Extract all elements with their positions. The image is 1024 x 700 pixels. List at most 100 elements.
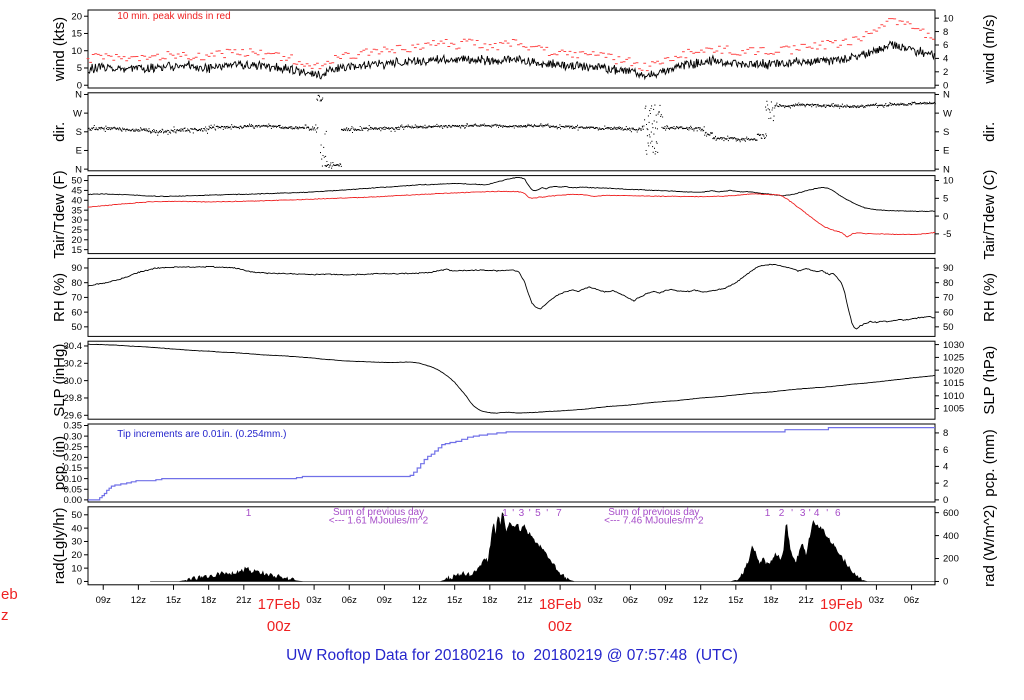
svg-text:30.0: 30.0 — [64, 376, 83, 387]
svg-text:<--- 1.61 MJoules/m^2: <--- 1.61 MJoules/m^2 — [329, 515, 429, 526]
svg-text:40: 40 — [71, 523, 82, 534]
svg-text:S: S — [76, 127, 82, 138]
date-label: 17Feb — [258, 596, 301, 613]
panel-pcp: 0.000.050.100.150.200.250.300.35 0 2 4 6 8 pcp… — [51, 421, 998, 506]
svg-text:15: 15 — [71, 245, 82, 256]
svg-text:Sum of previous day: Sum of previous day — [608, 507, 699, 518]
date-label-sub: 00z — [829, 618, 853, 635]
ylabel-right-pcp: pcp. (mm) — [981, 429, 998, 497]
svg-text:0.00: 0.00 — [64, 495, 83, 506]
svg-text:50: 50 — [943, 322, 954, 333]
svg-text:1010: 1010 — [943, 391, 964, 402]
svg-text:45: 45 — [71, 186, 82, 197]
svg-text:0.30: 0.30 — [64, 431, 83, 442]
svg-text:50: 50 — [71, 176, 82, 187]
svg-text:50: 50 — [71, 510, 82, 521]
svg-text:0.05: 0.05 — [64, 484, 83, 495]
svg-text:6: 6 — [943, 445, 948, 456]
time-label: 12z — [412, 595, 428, 606]
svg-text:5: 5 — [77, 63, 82, 74]
ylabel-left-pcp: pcp. (in) — [51, 436, 68, 490]
cutoff-date-label: eb z — [1, 584, 18, 626]
svg-text:1025: 1025 — [943, 353, 964, 364]
time-label: 12z — [693, 595, 709, 606]
time-label: 18z — [201, 595, 217, 606]
svg-text:6: 6 — [943, 40, 948, 51]
svg-text:80: 80 — [943, 278, 954, 289]
ylabel-right-rad: rad (W/m^2) — [981, 505, 998, 587]
ylabel-right-temperature: Tair/Tdew (C) — [981, 170, 998, 260]
svg-text:4: 4 — [943, 54, 948, 65]
svg-text:29.8: 29.8 — [64, 393, 83, 404]
time-label: 21z — [798, 595, 814, 606]
ylabel-left-wind: wind (kts) — [51, 17, 68, 82]
svg-text:N: N — [75, 164, 82, 175]
svg-text:2: 2 — [943, 67, 948, 78]
time-label: 15z — [447, 595, 463, 606]
svg-text:35: 35 — [71, 205, 82, 216]
svg-text:4: 4 — [814, 508, 820, 519]
svg-text:0: 0 — [943, 211, 948, 222]
ylabel-left-dir: dir. — [51, 122, 68, 142]
svg-text:30: 30 — [71, 215, 82, 226]
panel-temperature-frame — [87, 175, 936, 255]
svg-text:4: 4 — [943, 462, 948, 473]
date-label: 19Feb — [820, 596, 863, 613]
svg-text:90: 90 — [71, 263, 82, 274]
svg-text:40: 40 — [71, 195, 82, 206]
panel-wind-frame — [87, 9, 936, 89]
cutoff-date-line2: z — [1, 607, 9, 624]
svg-text:0.20: 0.20 — [64, 453, 83, 464]
svg-text:-5: -5 — [943, 229, 951, 240]
svg-text:30.4: 30.4 — [64, 341, 83, 352]
time-label: 18z — [763, 595, 779, 606]
svg-text:600: 600 — [943, 508, 959, 519]
svg-text:1: 1 — [765, 508, 771, 519]
ylabel-left-slp: SLP (inHg) — [51, 344, 68, 417]
svg-text:10: 10 — [71, 46, 82, 57]
svg-text:8: 8 — [943, 27, 948, 38]
time-label: 06z — [342, 595, 358, 606]
time-label: 12z — [131, 595, 147, 606]
svg-text:400: 400 — [943, 531, 959, 542]
svg-text:E: E — [76, 146, 82, 157]
svg-text:7: 7 — [556, 508, 562, 519]
time-label: 21z — [517, 595, 533, 606]
ylabel-left-rad: rad(Lgly/hr) — [51, 507, 68, 584]
svg-text:0: 0 — [943, 577, 948, 588]
svg-text:8: 8 — [943, 428, 948, 439]
time-label: 03z — [588, 595, 604, 606]
ylabel-left-temperature: Tair/Tdew (F) — [51, 170, 68, 258]
time-label: 09z — [96, 595, 112, 606]
svg-text:0.10: 0.10 — [64, 474, 83, 485]
svg-text:5: 5 — [943, 194, 948, 205]
svg-text:1: 1 — [246, 508, 252, 519]
svg-text:0.15: 0.15 — [64, 463, 83, 474]
svg-text:2: 2 — [779, 508, 785, 519]
svg-text:5: 5 — [535, 508, 541, 519]
svg-text:1015: 1015 — [943, 378, 964, 389]
svg-text:90: 90 — [943, 263, 954, 274]
svg-text:1030: 1030 — [943, 340, 964, 351]
ylabel-right-wind: wind (m/s) — [981, 14, 998, 84]
time-label: 06z — [904, 595, 920, 606]
svg-text:70: 70 — [943, 293, 954, 304]
svg-text:1020: 1020 — [943, 365, 964, 376]
panel-rad: 0 10 20 30 40 50 0 200 400 600 rad(Lgly/hr) rad (W/… — [51, 505, 998, 588]
svg-text:0.25: 0.25 — [64, 442, 83, 453]
svg-text:W: W — [73, 108, 82, 119]
svg-text:50: 50 — [71, 322, 82, 333]
svg-text:0: 0 — [77, 80, 82, 91]
time-label: 03z — [306, 595, 322, 606]
ylabel-right-dir: dir. — [981, 122, 998, 142]
time-label: 09z — [377, 595, 393, 606]
svg-text:0.35: 0.35 — [64, 421, 83, 432]
cutoff-date-line1: eb — [1, 586, 18, 603]
svg-text:2: 2 — [943, 478, 948, 489]
svg-text:10: 10 — [943, 13, 954, 24]
svg-text:': ' — [546, 508, 548, 519]
